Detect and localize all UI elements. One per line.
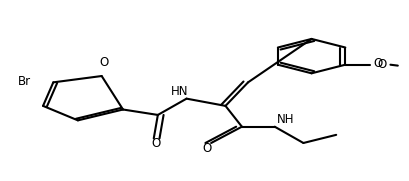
Text: O: O (99, 56, 108, 69)
Text: NH: NH (276, 113, 294, 126)
Text: HN: HN (170, 85, 187, 98)
Text: Br: Br (18, 75, 31, 88)
Text: O: O (377, 58, 386, 71)
Text: O: O (202, 142, 211, 155)
Text: O: O (151, 137, 160, 150)
Text: O: O (373, 57, 382, 70)
